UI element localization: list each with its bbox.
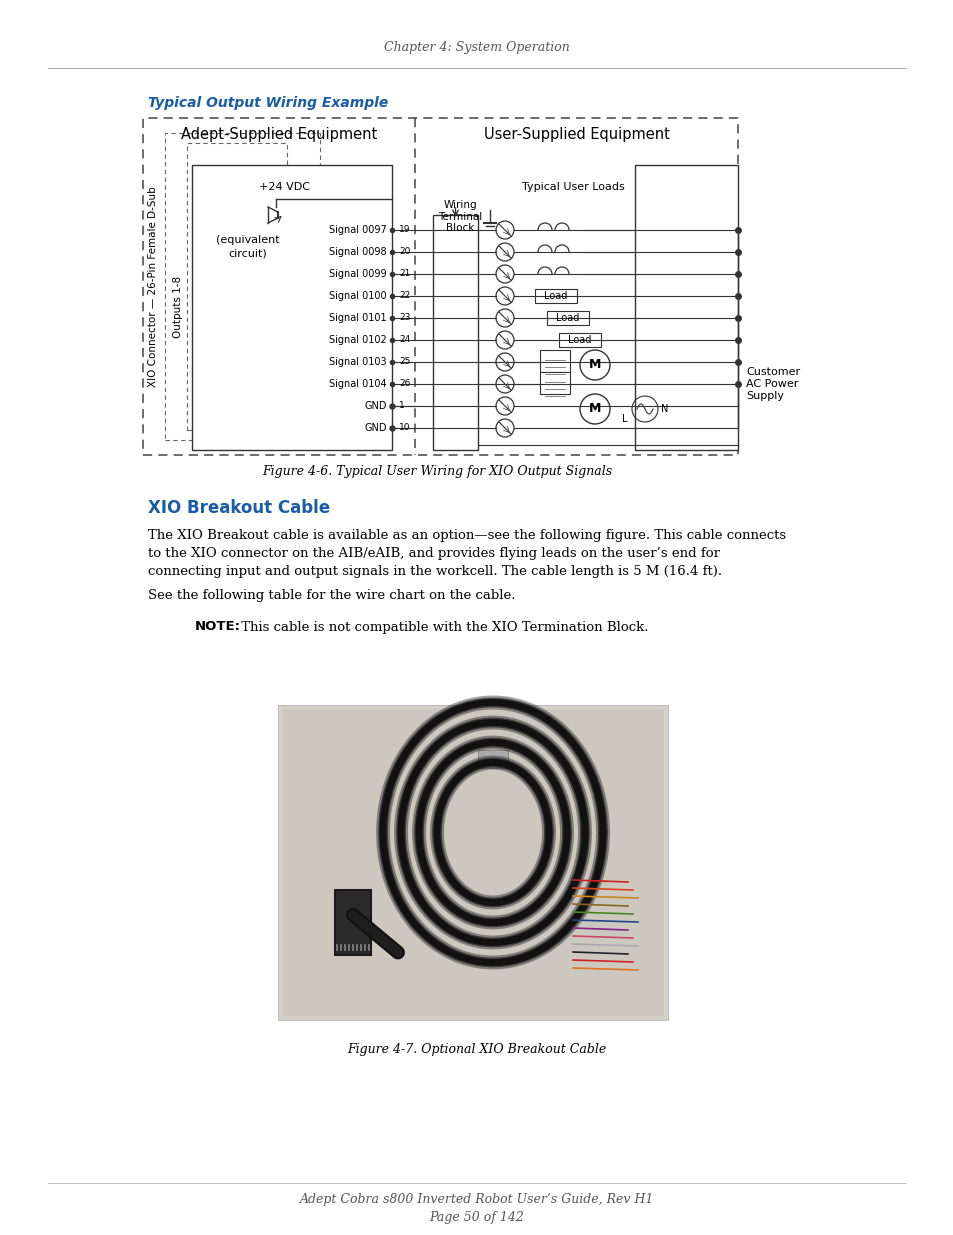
Text: Signal 0104: Signal 0104	[329, 379, 387, 389]
Text: Adept Cobra s800 Inverted Robot User’s Guide, Rev H1: Adept Cobra s800 Inverted Robot User’s G…	[299, 1193, 654, 1207]
Bar	[192, 165, 392, 450]
Text: N: N	[660, 404, 668, 414]
Text: NOTE:: NOTE:	[194, 620, 241, 634]
Text: 10: 10	[398, 424, 410, 432]
Bar	[535, 289, 577, 303]
Bar	[477, 750, 507, 768]
Text: Figure 4-6. Typical User Wiring for XIO Output Signals: Figure 4-6. Typical User Wiring for XIO …	[262, 466, 612, 478]
Text: 21: 21	[398, 269, 410, 279]
Text: L: L	[622, 414, 627, 424]
Text: M: M	[588, 358, 600, 372]
Text: GND: GND	[364, 424, 387, 433]
Text: Typical Output Wiring Example: Typical Output Wiring Example	[148, 96, 388, 110]
Text: This cable is not compatible with the XIO Termination Block.: This cable is not compatible with the XI…	[236, 620, 648, 634]
Bar	[335, 890, 371, 955]
Text: (equivalent: (equivalent	[216, 235, 279, 245]
Text: User-Supplied Equipment: User-Supplied Equipment	[483, 126, 669, 142]
Text: 26: 26	[398, 379, 410, 389]
Bar	[558, 333, 600, 347]
Bar	[539, 350, 569, 372]
Text: Load: Load	[556, 312, 579, 324]
Text: circuit): circuit)	[229, 248, 267, 258]
Text: Typical User Loads: Typical User Loads	[521, 182, 624, 191]
Text: Outputs 1-8: Outputs 1-8	[172, 275, 183, 337]
Text: Signal 0098: Signal 0098	[329, 247, 387, 257]
Text: Page 50 of 142: Page 50 of 142	[429, 1212, 524, 1224]
Text: 20: 20	[398, 247, 410, 257]
Bar	[143, 119, 738, 454]
Text: Adept-Supplied Equipment: Adept-Supplied Equipment	[181, 126, 376, 142]
Text: XIO Connector — 26-Pin Female D-Sub: XIO Connector — 26-Pin Female D-Sub	[148, 186, 158, 387]
Text: Signal 0103: Signal 0103	[329, 357, 387, 367]
Bar	[539, 372, 569, 394]
Text: 23: 23	[398, 314, 410, 322]
Text: Signal 0102: Signal 0102	[329, 335, 387, 345]
Text: Chapter 4: System Operation: Chapter 4: System Operation	[384, 42, 569, 54]
Text: 1: 1	[398, 401, 404, 410]
Text: Wiring
Terminal
Block: Wiring Terminal Block	[438, 200, 482, 233]
Text: to the XIO connector on the AIB/eAIB, and provides flying leads on the user’s en: to the XIO connector on the AIB/eAIB, an…	[148, 547, 720, 559]
Text: Signal 0099: Signal 0099	[329, 269, 387, 279]
Bar	[635, 165, 738, 450]
Text: connecting input and output signals in the workcell. The cable length is 5 M (16: connecting input and output signals in t…	[148, 564, 721, 578]
Text: See the following table for the wire chart on the cable.: See the following table for the wire cha…	[148, 589, 515, 603]
Bar	[165, 133, 319, 440]
Bar	[546, 311, 588, 325]
Text: 24: 24	[398, 336, 410, 345]
Text: M: M	[588, 403, 600, 415]
Text: Load: Load	[544, 291, 567, 301]
Bar	[187, 143, 287, 430]
Text: Signal 0097: Signal 0097	[329, 225, 387, 235]
Bar	[433, 215, 477, 450]
Text: Signal 0101: Signal 0101	[329, 312, 387, 324]
Text: GND: GND	[364, 401, 387, 411]
Text: Figure 4-7. Optional XIO Breakout Cable: Figure 4-7. Optional XIO Breakout Cable	[347, 1044, 606, 1056]
Text: +24 VDC: +24 VDC	[259, 182, 310, 191]
Text: 19: 19	[398, 226, 410, 235]
Text: 25: 25	[398, 357, 410, 367]
Text: Load: Load	[568, 335, 591, 345]
Text: 22: 22	[398, 291, 410, 300]
Text: Customer
AC Power
Supply: Customer AC Power Supply	[745, 367, 800, 400]
Text: XIO Breakout Cable: XIO Breakout Cable	[148, 499, 330, 517]
Text: The XIO Breakout cable is available as an option—see the following figure. This : The XIO Breakout cable is available as a…	[148, 529, 785, 541]
Bar	[277, 705, 667, 1020]
Bar	[282, 709, 663, 1016]
Text: Signal 0100: Signal 0100	[329, 291, 387, 301]
